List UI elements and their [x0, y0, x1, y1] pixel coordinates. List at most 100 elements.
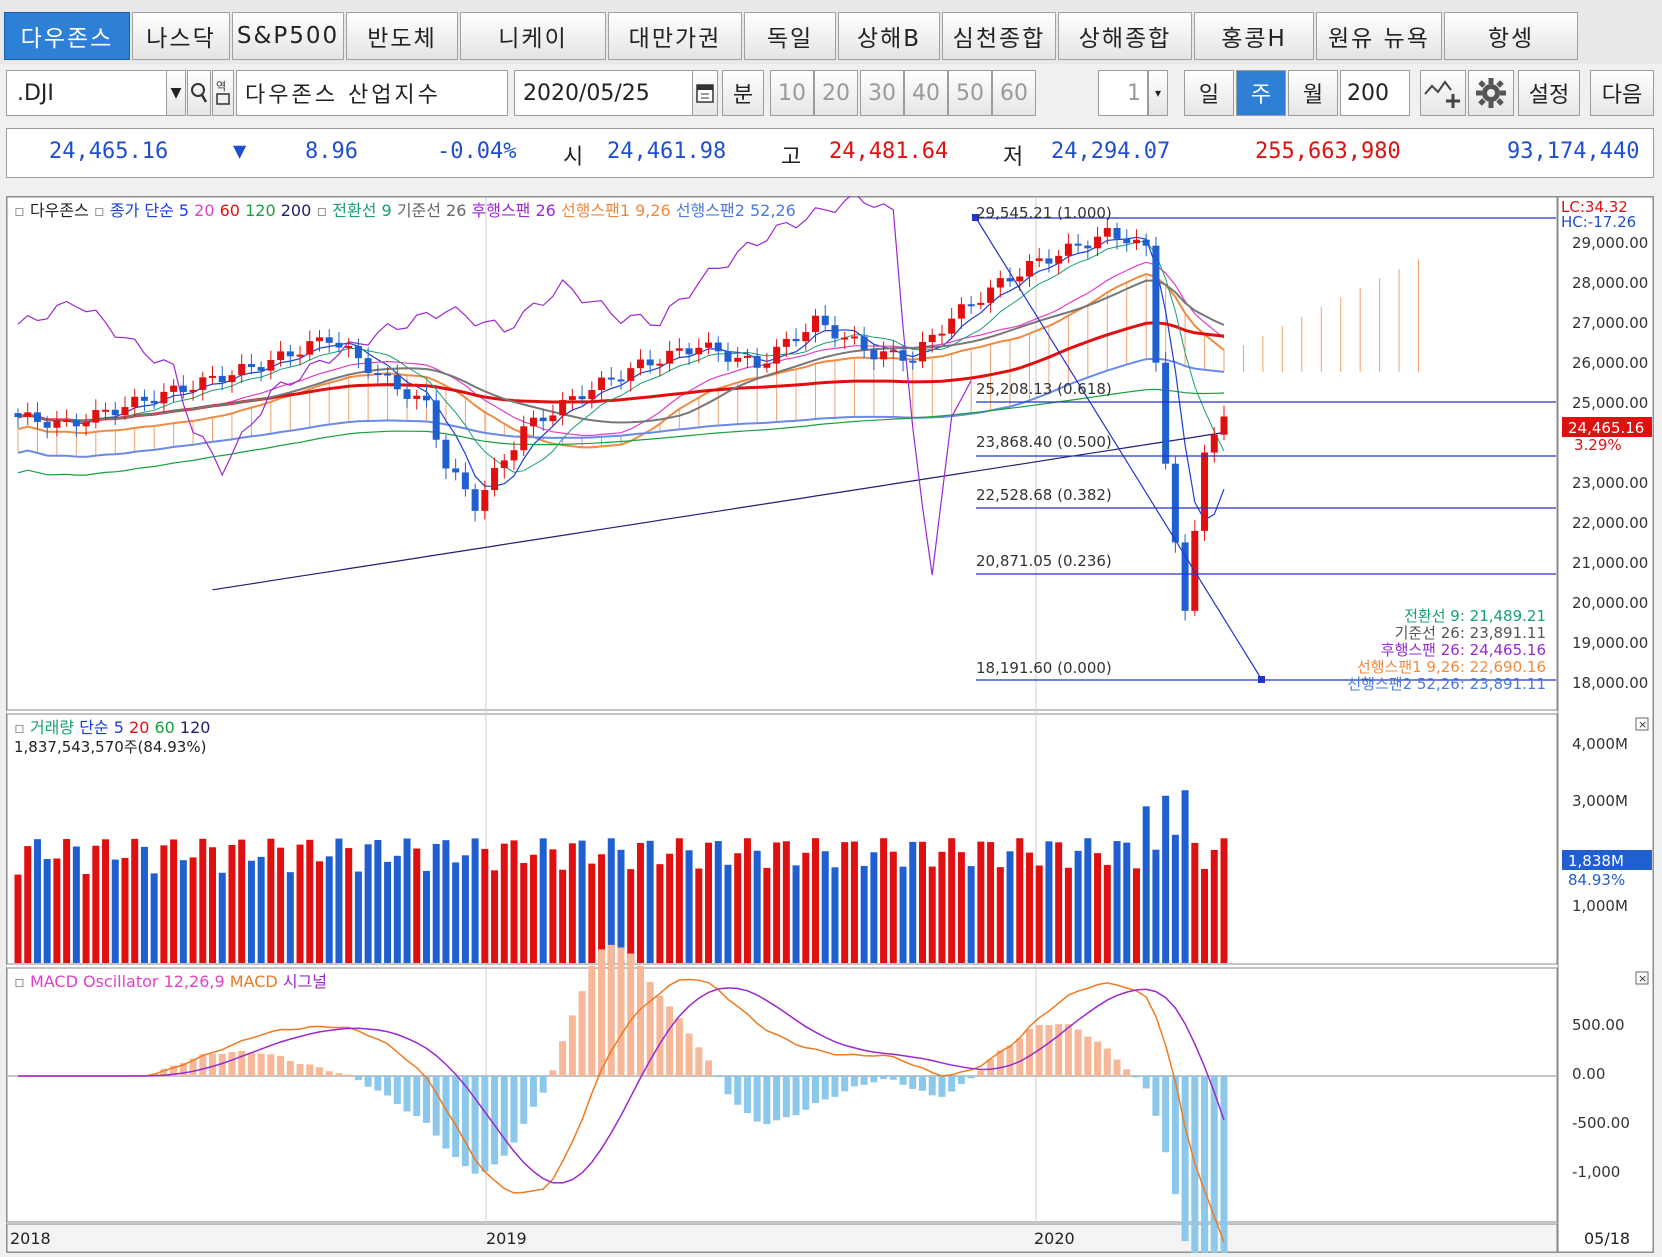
x-label-2019: 2019 [486, 1229, 527, 1248]
volume-bar [890, 852, 897, 963]
macd-histogram-bar [861, 1076, 868, 1085]
tab-nikkei[interactable]: 니케이 [460, 12, 606, 60]
volume-bar [666, 854, 673, 963]
macd-close-glyph: × [1638, 972, 1647, 985]
macd-histogram-bar [404, 1076, 411, 1111]
minute-10-button[interactable]: 10 [770, 70, 814, 116]
volume-bar [83, 874, 90, 963]
volume-bar [326, 856, 333, 963]
volume-bar [530, 855, 537, 963]
volume-bar [316, 861, 323, 963]
count-field[interactable]: 1 [1098, 70, 1148, 116]
volume-bar [938, 852, 945, 963]
symbol-dropdown-icon[interactable]: ▼ [166, 70, 186, 116]
history-icon[interactable]: 역 [212, 70, 234, 116]
search-icon[interactable] [187, 70, 211, 116]
volume-bar [1143, 806, 1150, 963]
macd-histogram-bar [686, 1033, 693, 1076]
period-week-button[interactable]: 주 [1236, 70, 1286, 116]
tab-shanghai-b[interactable]: 상해B [838, 12, 940, 60]
vol-tick-1000: 1,000M [1572, 897, 1628, 915]
volume-bar [73, 846, 80, 963]
candle-body [705, 343, 712, 348]
tab-nasdaq[interactable]: 나스닥 [132, 12, 230, 60]
candle-body [997, 278, 1004, 287]
bar-count-field[interactable]: 200 [1340, 70, 1410, 116]
minute-50-button[interactable]: 50 [948, 70, 992, 116]
tab-germany[interactable]: 독일 [744, 12, 836, 60]
macd-tick-neg1000: -1,000 [1572, 1163, 1620, 1181]
date-field[interactable]: 2020/05/25 [514, 70, 718, 116]
candle-body [511, 450, 518, 460]
macd-histogram-bar [812, 1076, 819, 1103]
symbol-field[interactable]: .DJI [6, 70, 184, 116]
indicator-add-icon[interactable] [1420, 70, 1466, 116]
minute-40-button[interactable]: 40 [904, 70, 948, 116]
tab-crude-oil[interactable]: 원유 뉴욕 [1316, 12, 1442, 60]
minute-button[interactable]: 분 [722, 70, 764, 116]
macd-histogram-bar [734, 1076, 741, 1105]
macd-histogram-bar [695, 1047, 702, 1076]
volume-bar [102, 839, 109, 963]
macd-histogram-bar [1152, 1076, 1159, 1116]
minute-60-button[interactable]: 60 [992, 70, 1036, 116]
volume-bar [812, 838, 819, 963]
volume-bar [549, 849, 556, 963]
candle-body [131, 397, 138, 407]
volume-bar [637, 843, 644, 963]
chart-area[interactable]: ▫ 다우존스 ▫ 종가 단순 5 20 60 120 200 ▫ 전환선 9 기… [6, 196, 1654, 1253]
period-month-button[interactable]: 월 [1288, 70, 1338, 116]
tab-semiconductor[interactable]: 반도체 [346, 12, 458, 60]
candle-body [549, 415, 556, 421]
candle-body [316, 337, 323, 341]
candle-body [676, 348, 683, 351]
period-day-button[interactable]: 일 [1184, 70, 1234, 116]
volume-bar [618, 850, 625, 963]
candle-body [900, 350, 907, 361]
down-arrow-icon: ▼ [233, 139, 246, 164]
macd-histogram-bar [754, 1076, 761, 1122]
macd-histogram-bar [618, 947, 625, 1076]
count-dropdown-icon[interactable]: ▾ [1148, 70, 1168, 116]
minute-20-button[interactable]: 20 [814, 70, 858, 116]
volume-bar [900, 867, 907, 963]
macd-panel[interactable] [7, 968, 1557, 1222]
calendar-icon[interactable] [692, 70, 718, 116]
fib-label-0382: 22,528.68 (0.382) [976, 486, 1112, 504]
volume-bar [520, 863, 527, 963]
tab-sp500[interactable]: S&P500 [232, 12, 344, 60]
candle-body [1065, 244, 1072, 256]
candle-body [170, 386, 177, 392]
candle-body [530, 418, 537, 427]
macd-histogram-bar [297, 1064, 304, 1076]
volume-bar [258, 857, 265, 963]
gear-icon[interactable] [1468, 70, 1514, 116]
tab-dow-jones[interactable]: 다우존스 [4, 12, 130, 60]
candle-body [666, 351, 673, 364]
tab-taiwan[interactable]: 대만가권 [608, 12, 742, 60]
tab-hang-seng[interactable]: 항셍 [1444, 12, 1578, 60]
volume-bar [919, 842, 926, 963]
settings-button[interactable]: 설정 [1518, 70, 1580, 116]
tab-shenzhen[interactable]: 심천종합 [942, 12, 1056, 60]
candle-body [160, 392, 167, 403]
ichimoku-leading1-value: 선행스팬1 9,26: 22,690.16 [1357, 658, 1546, 676]
candle-body [870, 350, 877, 360]
minute-30-button[interactable]: 30 [860, 70, 904, 116]
tab-hongkong-h[interactable]: 홍콩H [1194, 12, 1314, 60]
volume-bar [1221, 838, 1228, 963]
macd-histogram-bar [1045, 1025, 1052, 1076]
volume-bar [209, 847, 216, 963]
macd-histogram-bar [890, 1076, 897, 1080]
macd-histogram-bar [452, 1076, 459, 1157]
volume-bar [579, 841, 586, 963]
macd-histogram-bar [880, 1076, 887, 1079]
next-button[interactable]: 다음 [1590, 70, 1654, 116]
y-tick-21000: 21,000.00 [1572, 554, 1648, 572]
tab-shanghai-composite[interactable]: 상해종합 [1058, 12, 1192, 60]
volume-bar [676, 838, 683, 963]
candle-body [968, 304, 975, 306]
price-panel[interactable] [7, 197, 1557, 710]
volume-tag-pct: 84.93% [1568, 871, 1625, 889]
macd-histogram-bar [228, 1052, 235, 1076]
